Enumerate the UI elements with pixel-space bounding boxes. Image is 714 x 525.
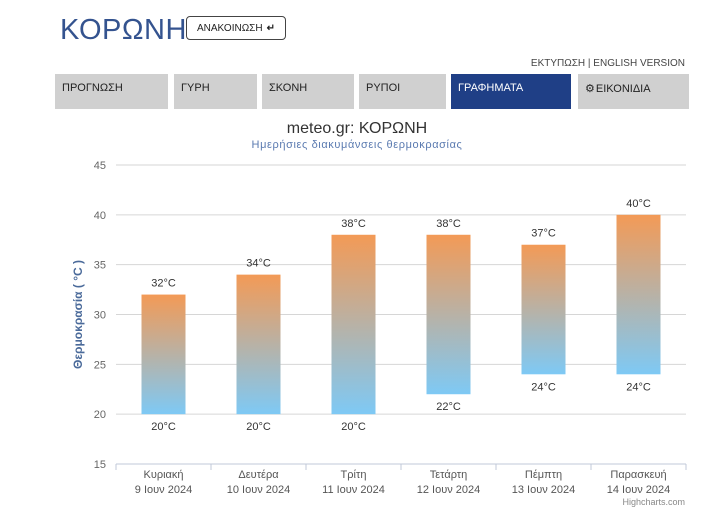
x-tick-label-day: Κυριακή (143, 469, 183, 481)
x-tick-label-day: Τετάρτη (430, 469, 468, 481)
low-temp-label: 24°C (626, 381, 651, 393)
chart-title: meteo.gr: ΚΟΡΩΝΗ (286, 120, 428, 137)
x-tick-label-day: Παρασκευή (610, 469, 666, 481)
tab-label: ΓΥΡΗ (181, 82, 210, 94)
x-tick-label-date: 9 Ιουν 2024 (135, 484, 192, 496)
high-temp-label: 38°C (436, 218, 461, 230)
low-temp-label: 22°C (436, 401, 461, 413)
chart-subtitle: Ημερήσιες διακυμάνσεις θερμοκρασίας (251, 139, 463, 151)
chart-credits[interactable]: Highcharts.com (622, 497, 685, 507)
high-temp-label: 37°C (531, 228, 556, 240)
english-version-link[interactable]: ENGLISH VERSION (593, 58, 685, 69)
temperature-range-bar[interactable] (331, 234, 376, 415)
y-tick-label: 25 (94, 359, 106, 371)
y-tick-label: 35 (94, 260, 106, 272)
temperature-range-bar[interactable] (236, 274, 281, 415)
low-temp-label: 20°C (151, 421, 176, 433)
temperature-range-bar[interactable] (426, 234, 471, 395)
temperature-range-bar[interactable] (521, 244, 566, 375)
y-tick-label: 15 (94, 459, 106, 471)
y-axis-title: Θερμοκρασία ( °C ) (71, 260, 85, 369)
tab-forecast[interactable]: ΠΡΟΓΝΩΣΗ (55, 74, 168, 109)
tab-icons[interactable]: ⚙ΕΙΚΟΝΙΔΙΑ (578, 74, 689, 109)
gear-icon: ⚙ (585, 83, 595, 95)
x-tick-label-date: 10 Ιουν 2024 (227, 484, 291, 496)
high-temp-label: 38°C (341, 218, 366, 230)
announcement-button[interactable]: ΑΝΑΚΟΙΝΩΣΗ ↵ (186, 16, 286, 40)
site-title: ΚΟΡΩΝΗ (60, 14, 187, 46)
top-links: ΕΚΤΥΠΩΣΗ | ENGLISH VERSION (531, 58, 685, 69)
high-temp-label: 32°C (151, 278, 176, 290)
low-temp-label: 24°C (531, 381, 556, 393)
tab-pollen[interactable]: ΓΥΡΗ (174, 74, 257, 109)
tab-label: ΕΙΚΟΝΙΔΙΑ (595, 83, 651, 95)
temperature-range-bar[interactable] (616, 214, 661, 375)
x-tick-label-date: 12 Ιουν 2024 (417, 484, 481, 496)
y-tick-label: 40 (94, 210, 106, 222)
tab-label: ΣΚΟΝΗ (269, 82, 308, 94)
x-tick-label-day: Πέμπτη (525, 469, 562, 481)
x-tick-label-day: Τρίτη (341, 469, 367, 481)
high-temp-label: 40°C (626, 198, 651, 210)
tab-label: ΡΥΠΟΙ (366, 82, 401, 94)
x-tick-label-date: 14 Ιουν 2024 (607, 484, 671, 496)
x-tick-label-date: 13 Ιουν 2024 (512, 484, 576, 496)
link-separator: | (585, 58, 594, 69)
x-tick-label-day: Δευτέρα (238, 469, 279, 481)
tab-pollutants[interactable]: ΡΥΠΟΙ (359, 74, 446, 109)
print-link[interactable]: ΕΚΤΥΠΩΣΗ (530, 58, 586, 69)
announcement-label: ΑΝΑΚΟΙΝΩΣΗ (197, 22, 263, 34)
sort-down-arrow-icon: ↵ (266, 22, 275, 34)
y-tick-label: 30 (94, 310, 106, 322)
high-temp-label: 34°C (246, 258, 271, 270)
low-temp-label: 20°C (246, 421, 271, 433)
low-temp-label: 20°C (341, 421, 366, 433)
x-tick-label-date: 11 Ιουν 2024 (322, 484, 385, 496)
temperature-range-bar[interactable] (141, 294, 186, 415)
y-tick-label: 20 (94, 409, 106, 421)
tab-charts[interactable]: ΓΡΑΦΗΜΑΤΑ (451, 74, 571, 109)
tab-label: ΠΡΟΓΝΩΣΗ (62, 82, 123, 94)
y-tick-label: 45 (94, 160, 106, 172)
tab-label: ΓΡΑΦΗΜΑΤΑ (458, 82, 524, 94)
tab-dust[interactable]: ΣΚΟΝΗ (262, 74, 354, 109)
